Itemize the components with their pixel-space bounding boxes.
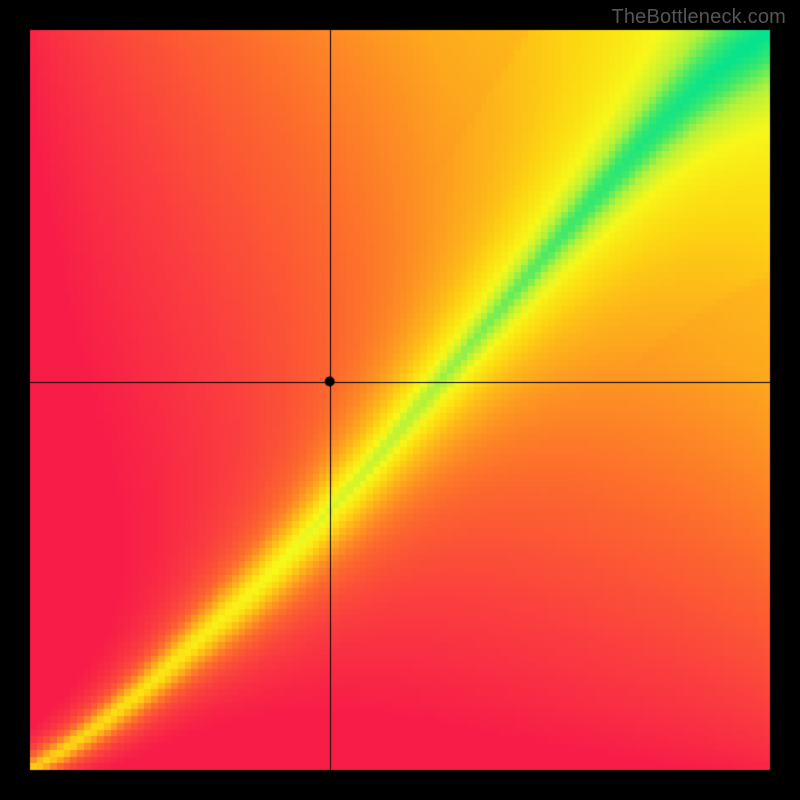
chart-container: TheBottleneck.com xyxy=(0,0,800,800)
heatmap-canvas xyxy=(0,0,800,800)
